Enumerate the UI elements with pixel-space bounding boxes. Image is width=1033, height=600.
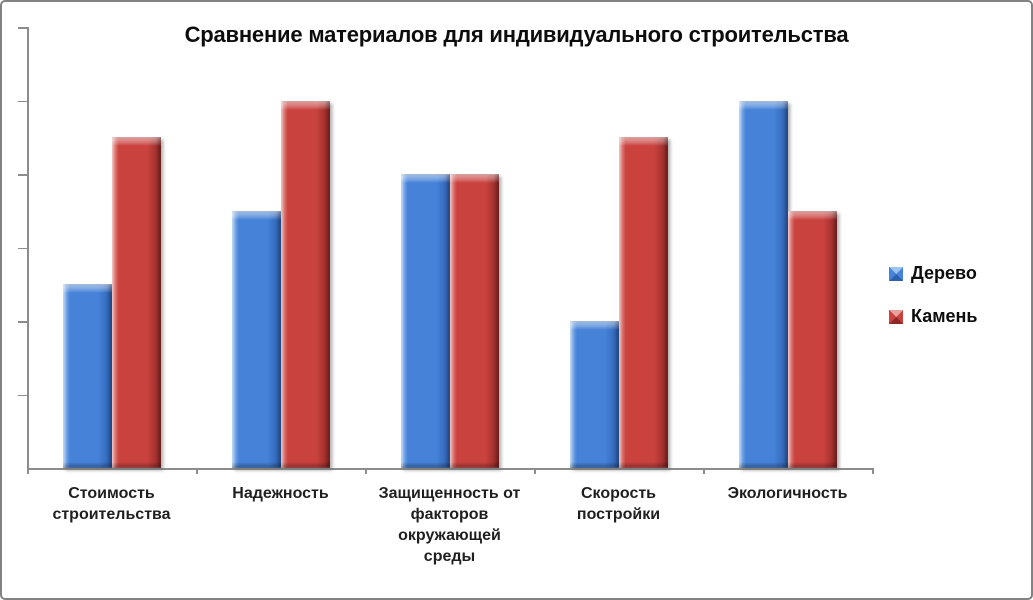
bar-s1-c2[interactable] xyxy=(231,210,281,468)
x-axis-tick xyxy=(703,468,705,474)
y-axis-tick xyxy=(18,321,27,323)
category-label: Защищенность от факторов окружающей среды xyxy=(365,483,534,567)
category-label-line: постройки xyxy=(576,506,661,523)
category-label-line: Защищенность от xyxy=(378,485,521,502)
y-axis-line xyxy=(27,27,29,474)
bar-s2-c3[interactable] xyxy=(449,174,499,468)
x-axis-tick xyxy=(27,468,29,474)
y-axis-tick xyxy=(18,394,27,396)
category-label-line: факторов xyxy=(410,506,489,523)
bar-s1-c5[interactable] xyxy=(738,100,788,468)
x-axis-line xyxy=(27,468,873,470)
category-label-line: Скорость xyxy=(580,485,657,502)
category-label-line: среды xyxy=(423,548,476,565)
x-axis-tick xyxy=(872,468,874,474)
bar-s1-c3[interactable] xyxy=(400,174,450,468)
legend-marker-icon xyxy=(889,266,903,281)
legend-entry-s1[interactable]: Дерево xyxy=(889,263,977,284)
category-label: Скорость постройки xyxy=(534,483,703,525)
category-label-line: Стоимость xyxy=(68,485,155,502)
legend: Дерево Камень xyxy=(889,263,977,327)
chart-title: Сравнение материалов для индивидуального… xyxy=(184,22,849,47)
category-label: Стоимость строительства xyxy=(27,483,196,525)
bar-s1-c1[interactable] xyxy=(62,284,112,468)
y-axis-tick xyxy=(18,174,27,176)
category-label-line: окружающей xyxy=(398,527,501,544)
legend-entry-s2[interactable]: Камень xyxy=(889,306,977,327)
bar-s2-c2[interactable] xyxy=(280,100,330,468)
category-label: Экологичность xyxy=(703,483,872,504)
legend-marker-icon xyxy=(889,309,903,324)
legend-label: Камень xyxy=(911,306,978,326)
bar-s2-c4[interactable] xyxy=(618,137,668,468)
x-axis-tick xyxy=(365,468,367,474)
legend-label: Дерево xyxy=(911,263,977,283)
x-axis-tick xyxy=(534,468,536,474)
y-axis-tick xyxy=(18,247,27,249)
bar-s2-c1[interactable] xyxy=(111,137,161,468)
category-label-line: Надежность xyxy=(232,485,329,502)
y-axis-tick xyxy=(18,27,27,29)
category-label-line: строительства xyxy=(52,506,171,523)
y-axis-tick xyxy=(18,100,27,102)
bar-s1-c4[interactable] xyxy=(569,321,619,468)
bar-s2-c5[interactable] xyxy=(787,210,837,468)
category-label-line: Экологичность xyxy=(727,485,848,502)
category-label: Надежность xyxy=(196,483,365,504)
x-axis-tick xyxy=(196,468,198,474)
